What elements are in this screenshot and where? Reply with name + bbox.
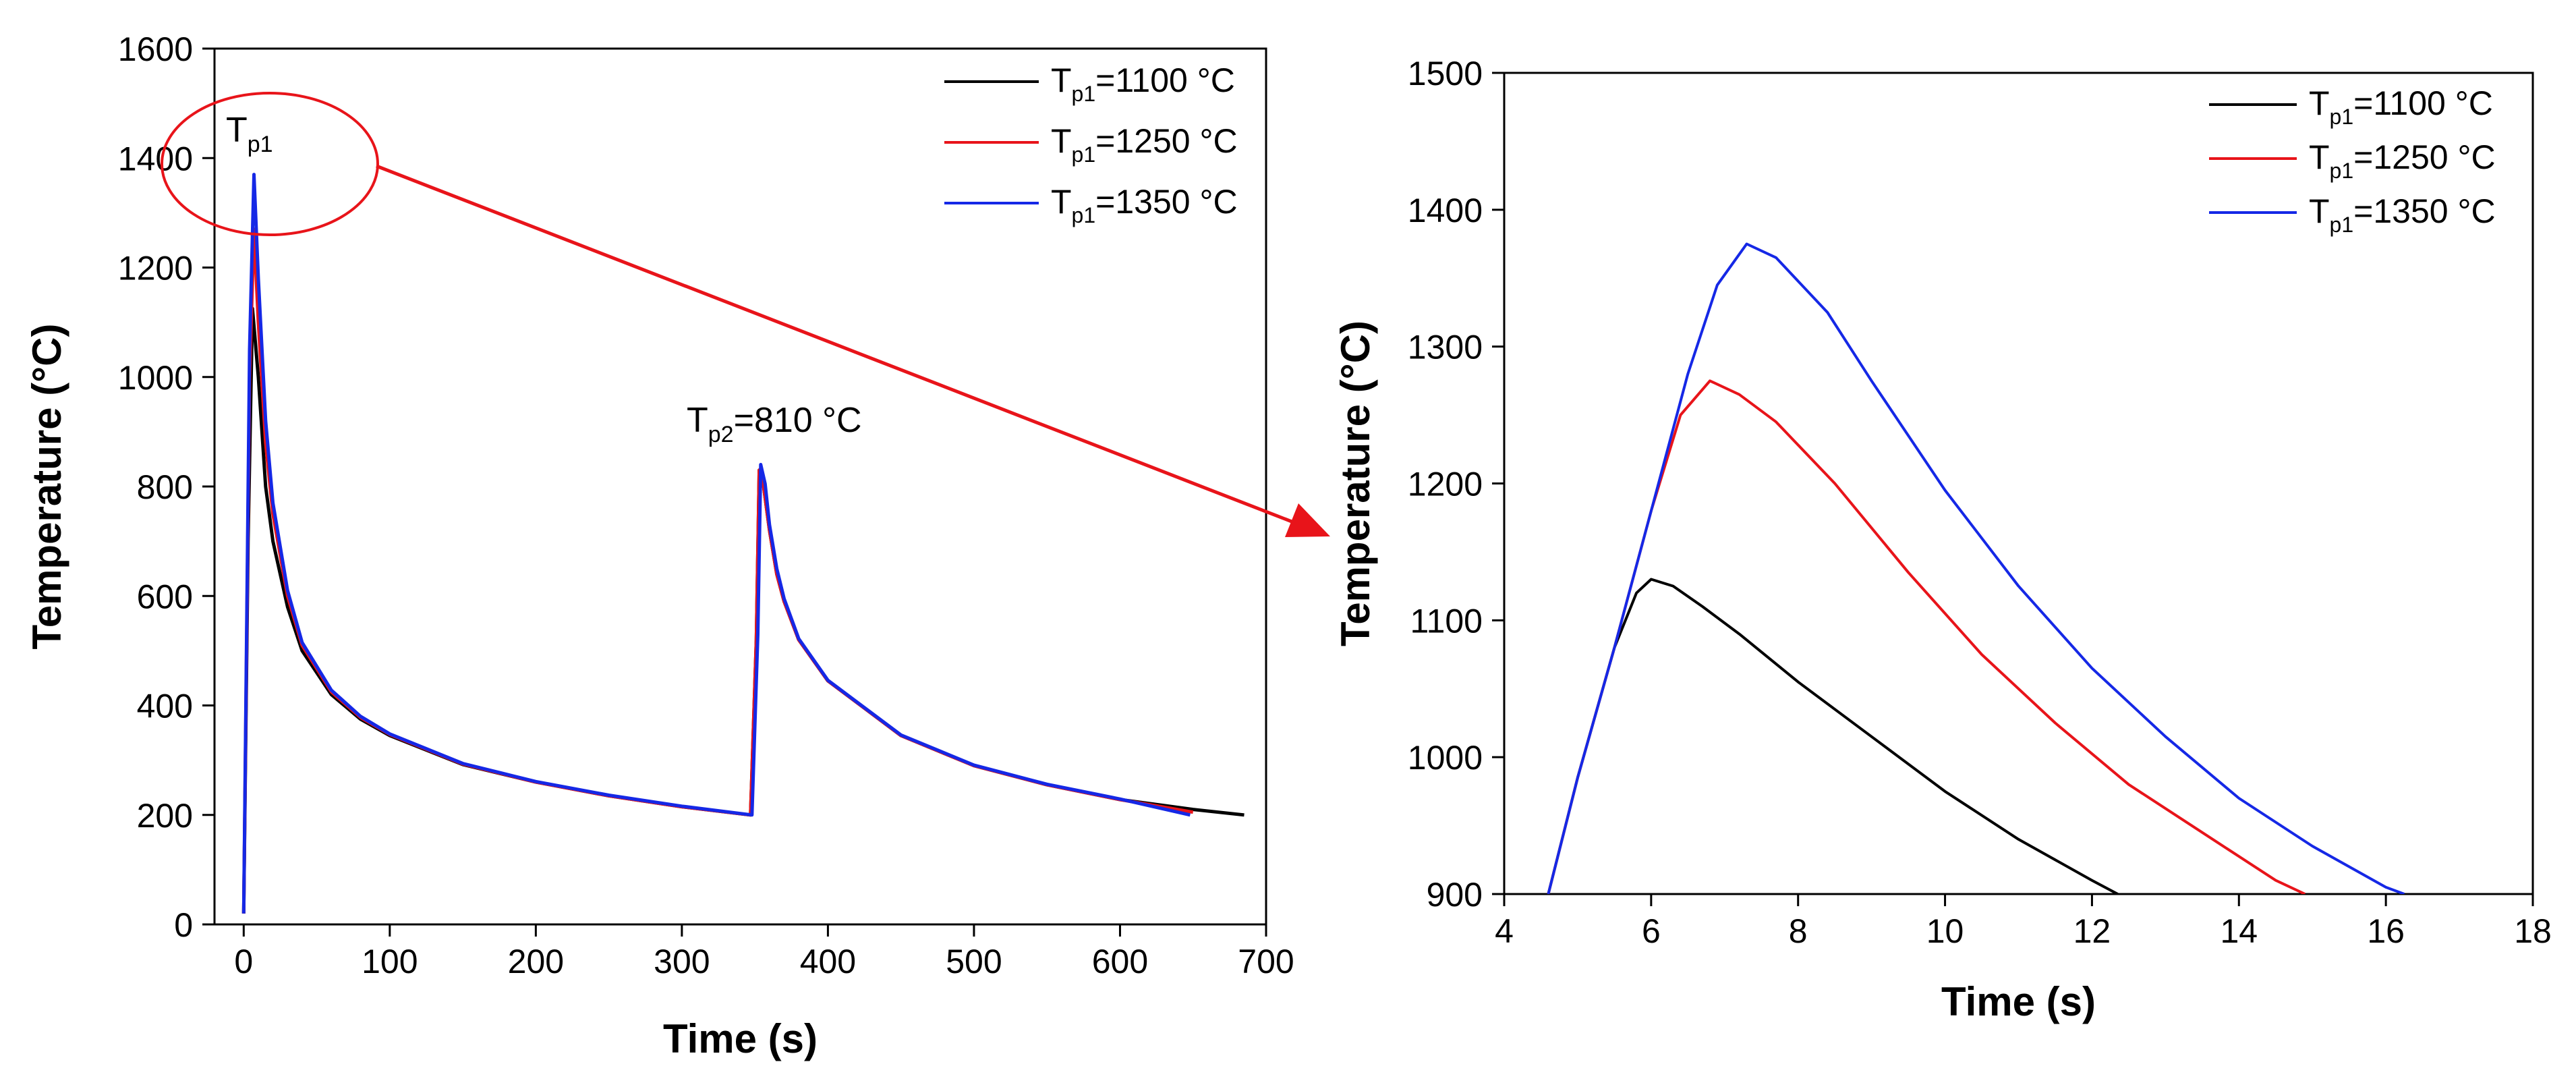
chart0-y-tick-label: 1200 xyxy=(118,250,193,287)
chart1-legend-label-1-sub: p1 xyxy=(2330,105,2354,129)
chart0-x-tick-label: 600 xyxy=(1092,943,1148,980)
chart0-y-tick-label: 1000 xyxy=(118,359,193,397)
chart0-legend-label-1-sub: p1 xyxy=(1072,82,1096,106)
chart1-y-tick-label: 900 xyxy=(1427,876,1483,914)
chart1-y-tick-label: 1300 xyxy=(1408,329,1483,366)
chart1-x-tick-label: 8 xyxy=(1789,912,1808,950)
chart1-legend-label-1-base: T xyxy=(2309,84,2330,122)
chart0-legend-label-2-sub: p1 xyxy=(1072,142,1096,167)
chart0-legend-label-1: Tp1=1100 °C xyxy=(1051,61,1235,106)
chart0-y-tick-label: 0 xyxy=(174,906,193,944)
chart1-legend-label-1: Tp1=1100 °C xyxy=(2309,84,2493,129)
overview-chart: 0 100 200 300 400 500 600 700 0 200 400 600 800 1000 1… xyxy=(24,30,1294,1061)
chart1-x-tick-label: 4 xyxy=(1495,912,1514,950)
chart1-series-line-1 xyxy=(1547,578,2119,894)
chart0-legend-label-3-suffix: =1350 °C xyxy=(1095,183,1237,221)
annotation-tp1-sub: p1 xyxy=(248,132,273,157)
chart0-legend-label-3-sub: p1 xyxy=(1072,203,1096,227)
annotation-tp2-suffix: =810 °C xyxy=(734,401,862,440)
chart0-legend-label-2: Tp1=1250 °C xyxy=(1051,122,1238,167)
chart0-x-tick-label: 500 xyxy=(946,943,1002,980)
chart0-legend-label-2-base: T xyxy=(1051,122,1072,160)
chart0-y-tick-label: 600 xyxy=(137,578,193,615)
chart1-legend-label-2: Tp1=1250 °C xyxy=(2309,138,2496,183)
chart0-y-tick-label: 400 xyxy=(137,688,193,725)
chart0-x-tick-label: 0 xyxy=(234,943,253,980)
chart0-y-tick-label: 1600 xyxy=(118,30,193,68)
chart1-y-tick-label: 1200 xyxy=(1408,466,1483,503)
zoom-arrow-line xyxy=(376,164,1292,524)
chart0-legend-label-3: Tp1=1350 °C xyxy=(1051,183,1238,227)
chart0-series-line-1 xyxy=(241,306,1244,914)
chart0-y-tick-label: 1400 xyxy=(118,140,193,177)
chart1-y-tick-label: 1000 xyxy=(1408,739,1483,777)
chart0-legend-label-1-suffix: =1100 °C xyxy=(1095,61,1235,99)
chart0-legend-label-1-base: T xyxy=(1051,61,1072,99)
chart1-legend-label-3-sub: p1 xyxy=(2330,213,2354,237)
chart1-y-tick-label: 1100 xyxy=(1410,602,1483,640)
chart0-x-axis-title: Time (s) xyxy=(663,1016,818,1061)
zoom-chart: 4 6 8 10 12 14 16 18 900 1000 1100 1200 1300 1400 1500… xyxy=(1333,55,2552,1024)
chart1-legend-label-2-sub: p1 xyxy=(2330,159,2354,183)
chart1-x-tick-label: 12 xyxy=(2073,912,2111,950)
chart1-x-tick-label: 6 xyxy=(1642,912,1661,950)
chart0-x-tick-label: 100 xyxy=(362,943,418,980)
chart1-x-tick-label: 10 xyxy=(1926,912,1964,950)
chart1-x-tick-label: 16 xyxy=(2367,912,2405,950)
chart0-x-tick-label: 700 xyxy=(1238,943,1294,980)
chart1-legend-label-3-base: T xyxy=(2309,192,2330,230)
chart0-x-tick-label: 300 xyxy=(654,943,710,980)
annotation-tp2: Tp2=810 °C xyxy=(687,401,862,447)
chart1-legend-label-2-suffix: =1250 °C xyxy=(2353,138,2495,176)
chart1-y-axis-title: Temperature (°C) xyxy=(1333,321,1378,646)
chart1-x-tick-label: 18 xyxy=(2514,912,2552,950)
annotation-tp1-base: T xyxy=(226,111,248,150)
chart0-x-tick-label: 400 xyxy=(800,943,856,980)
chart1-legend-label-3-suffix: =1350 °C xyxy=(2353,192,2495,230)
chart1-legend-label-3: Tp1=1350 °C xyxy=(2309,192,2496,237)
chart1-legend-label-1-suffix: =1100 °C xyxy=(2353,84,2493,122)
chart1-x-axis-title: Time (s) xyxy=(1941,979,2096,1024)
chart1-y-tick-label: 1400 xyxy=(1408,192,1483,229)
chart1-series-line-2 xyxy=(1547,379,2306,894)
chart1-x-tick-label: 14 xyxy=(2220,912,2258,950)
zoom-arrow-head xyxy=(1285,503,1330,537)
chart1-y-tick-label: 1500 xyxy=(1408,55,1483,92)
chart1-legend-label-2-base: T xyxy=(2309,138,2330,176)
chart0-y-axis-title: Temperature (°C) xyxy=(24,324,69,650)
chart0-plot-frame xyxy=(213,47,1267,926)
chart0-legend-label-2-suffix: =1250 °C xyxy=(1095,122,1237,160)
chart1-series-line-3 xyxy=(1547,242,2405,894)
annotation-tp1: Tp1 xyxy=(226,111,273,157)
annotation-tp2-base: T xyxy=(687,401,708,440)
chart0-series-line-3 xyxy=(241,173,1191,914)
annotation-tp2-sub: p2 xyxy=(708,422,734,447)
chart0-y-tick-label: 800 xyxy=(137,468,193,506)
chart0-legend-label-3-base: T xyxy=(1051,183,1072,221)
chart0-x-tick-label: 200 xyxy=(508,943,564,980)
chart0-y-tick-label: 200 xyxy=(137,797,193,835)
zoom-region-ellipse xyxy=(161,92,379,236)
